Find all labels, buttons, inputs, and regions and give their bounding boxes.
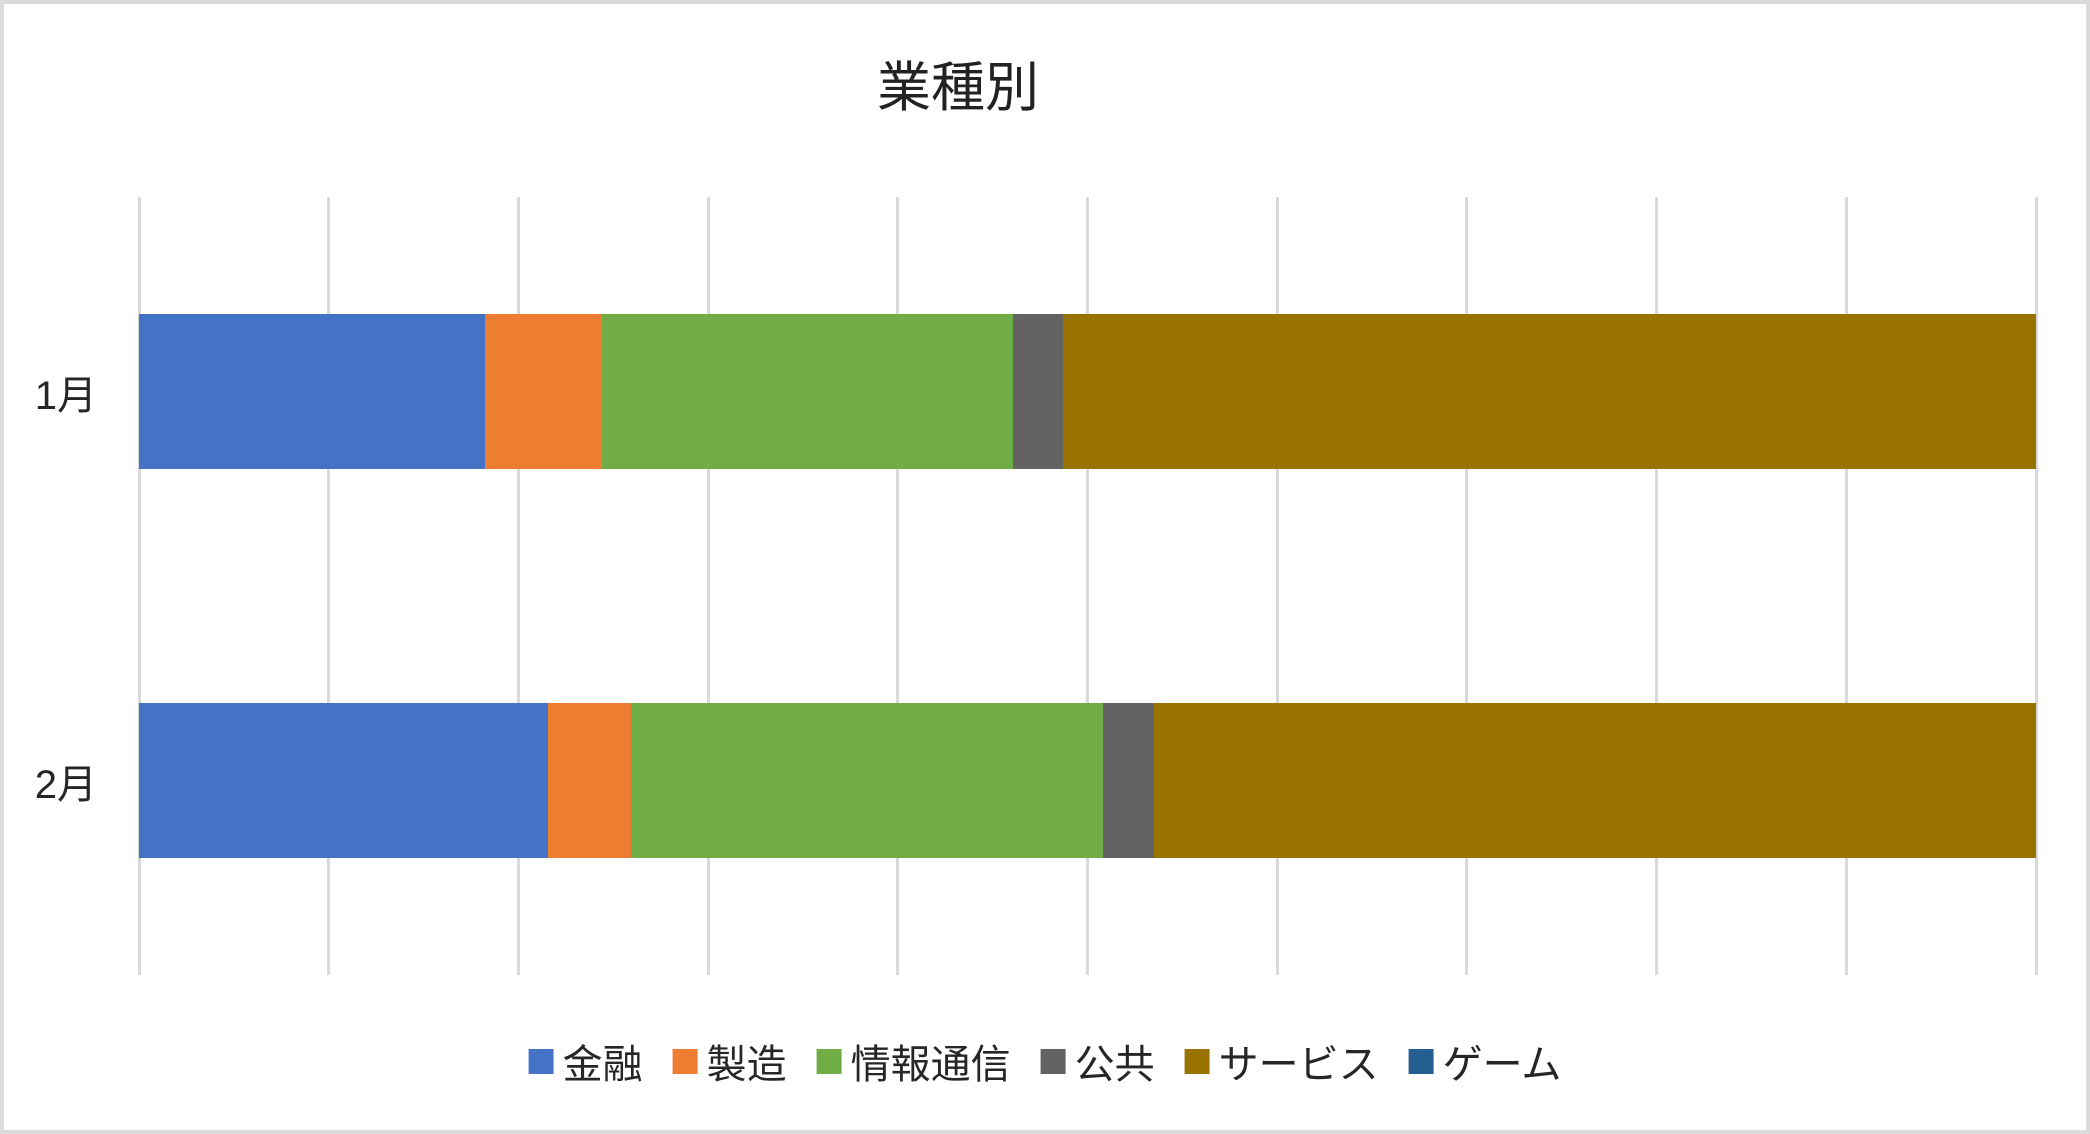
legend-swatch-icon (816, 1048, 842, 1074)
gridline (1465, 197, 1469, 975)
legend-label: 公共 (1074, 1043, 1155, 1087)
legend-label: 情報通信 (850, 1043, 1011, 1087)
legend-swatch-icon (1184, 1048, 1210, 1074)
bar-segment-情報通信 (601, 313, 1014, 470)
bar-segment-サービス (1154, 702, 2036, 859)
bar-2月 (139, 702, 2036, 859)
gridline (896, 197, 900, 975)
legend-label: 製造 (706, 1043, 787, 1087)
category-label: 1月 (34, 373, 97, 418)
bar-segment-サービス (1063, 313, 2036, 470)
category-axis: 1月 2月 (4, 197, 139, 975)
legend: 金融 製造 情報通信 公共 サービス ゲーム (528, 1032, 1562, 1090)
gridline (2034, 197, 2038, 975)
gridline (1086, 197, 1089, 975)
legend-label: ゲーム (1442, 1043, 1562, 1087)
legend-item-ゲーム: ゲーム (1408, 1032, 1562, 1090)
bar-segment-情報通信 (631, 702, 1104, 859)
gridline (1844, 197, 1848, 975)
gridline (1275, 197, 1279, 975)
gridline (516, 197, 520, 975)
legend-swatch-icon (1408, 1048, 1434, 1074)
plot-area (137, 197, 2038, 975)
gridline (1655, 197, 1659, 975)
legend-swatch-icon (528, 1048, 554, 1074)
legend-item-公共: 公共 (1040, 1032, 1155, 1090)
bar-segment-金融 (139, 702, 548, 859)
bar-segment-製造 (485, 313, 602, 470)
chart-title: 業種別 (877, 58, 1039, 118)
legend-label: サービス (1218, 1043, 1379, 1087)
gridline (706, 197, 710, 975)
category-label: 2月 (34, 762, 97, 807)
legend-swatch-icon (672, 1048, 698, 1074)
legend-item-金融: 金融 (528, 1032, 643, 1090)
legend-item-サービス: サービス (1184, 1032, 1379, 1090)
legend-swatch-icon (1040, 1048, 1066, 1074)
legend-label: 金融 (562, 1043, 643, 1087)
bar-segment-公共 (1013, 313, 1064, 470)
bar-1月 (139, 313, 2036, 470)
gridline (137, 197, 141, 975)
gridline (327, 197, 331, 975)
bar-segment-金融 (139, 313, 485, 470)
legend-item-製造: 製造 (672, 1032, 787, 1090)
bar-segment-公共 (1103, 702, 1155, 859)
bar-segment-製造 (547, 702, 632, 859)
legend-item-情報通信: 情報通信 (816, 1032, 1011, 1090)
